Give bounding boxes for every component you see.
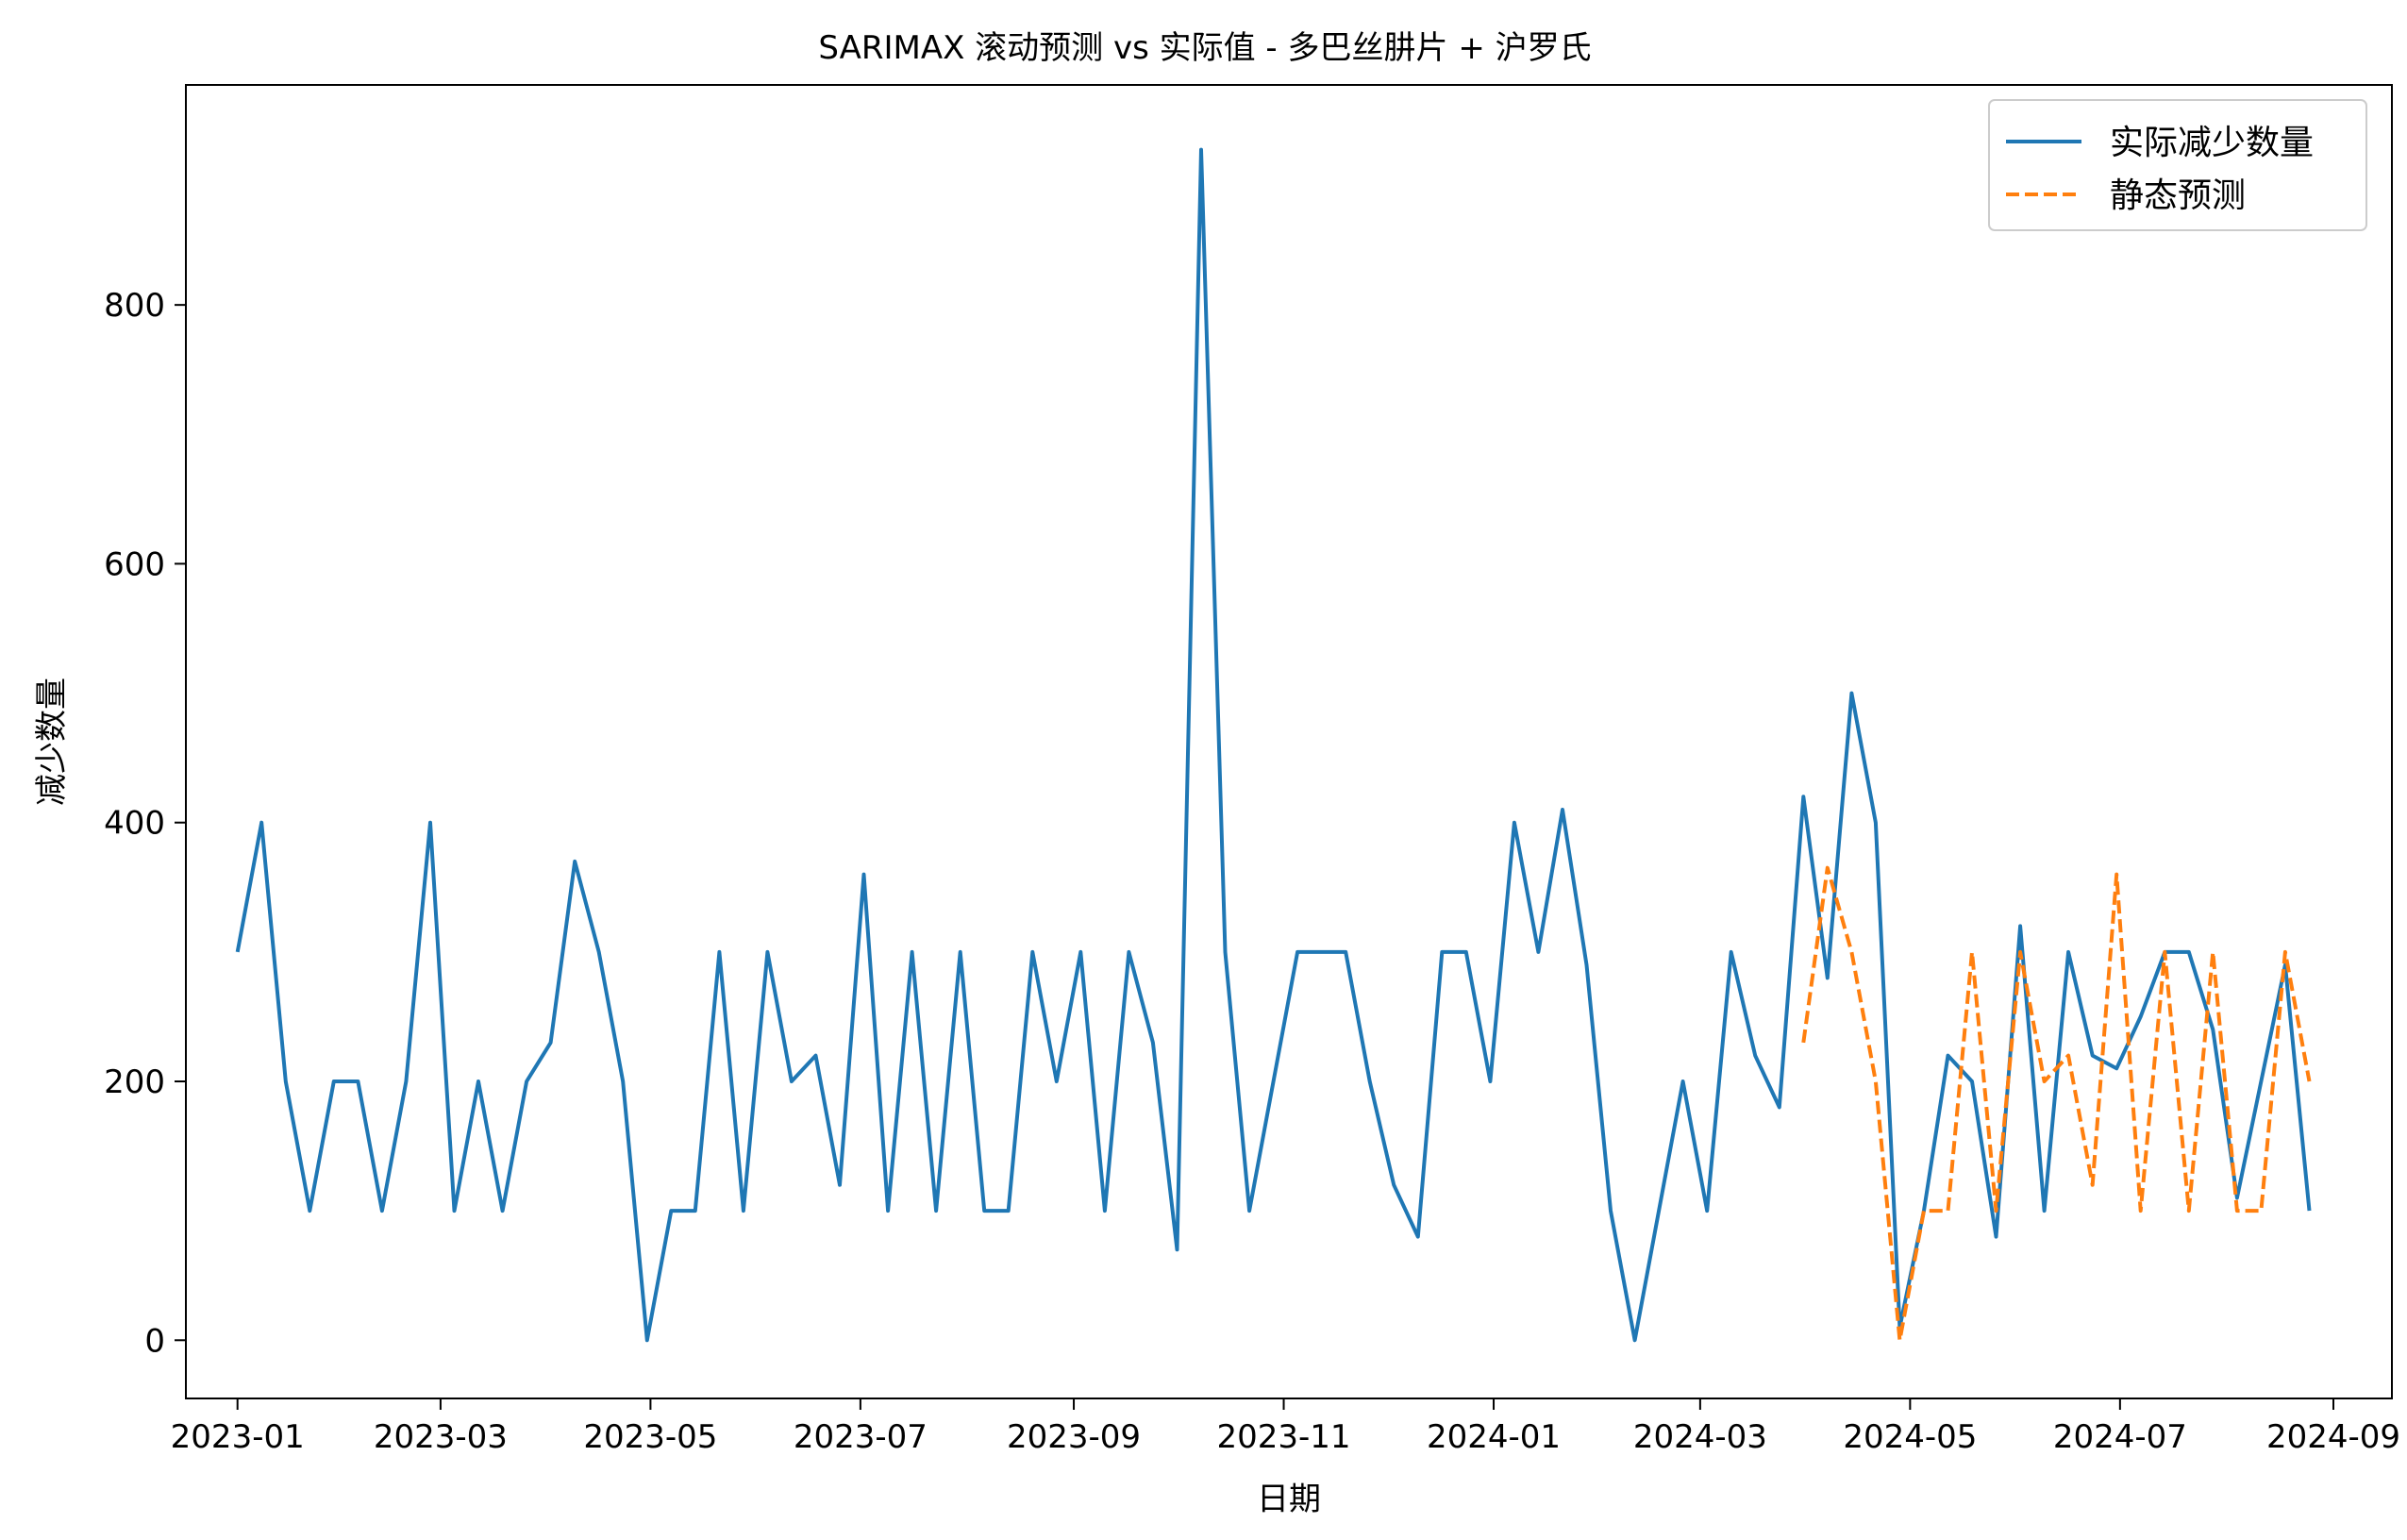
actual-series-line [235, 147, 2312, 1343]
x-tick-label: 2024-03 [1633, 1418, 1767, 1456]
y-tick-label: 400 [104, 805, 165, 843]
x-tick-label: 2023-09 [1007, 1418, 1141, 1456]
y-tick-label: 600 [104, 545, 165, 583]
x-tick-label: 2024-07 [2053, 1418, 2187, 1456]
y-tick-label: 200 [104, 1063, 165, 1101]
forecast-series-line [1801, 865, 2312, 1343]
chart-title: SARIMAX 滚动预测 vs 实际值 - 多巴丝肼片 + 沪罗氏 [818, 29, 1591, 67]
x-tick-label: 2023-01 [171, 1418, 305, 1456]
x-tick-label: 2023-03 [374, 1418, 508, 1456]
x-axis-label: 日期 [1257, 1481, 1321, 1518]
y-tick-label: 0 [144, 1322, 165, 1360]
x-tick-label: 2024-05 [1843, 1418, 1977, 1456]
x-tick-label: 2024-09 [2266, 1418, 2400, 1456]
y-tick-label: 800 [104, 287, 165, 325]
x-tick-label: 2023-05 [583, 1418, 717, 1456]
series-layer [235, 147, 2312, 1343]
y-axis: 0 200 400 600 800 [104, 287, 186, 1360]
legend-label: 实际减少数量 [2110, 124, 2314, 162]
legend-label: 静态预测 [2110, 176, 2246, 215]
x-tick-label: 2023-07 [794, 1418, 928, 1456]
plot-frame [185, 84, 2393, 1399]
x-axis: 2023-01 2023-03 2023-05 2023-07 2023-09 2023-… [171, 1398, 2400, 1456]
y-axis-label: 减少数量 [33, 678, 71, 806]
legend-box [1988, 99, 2367, 231]
x-tick-label: 2024-01 [1427, 1418, 1561, 1456]
x-tick-label: 2023-11 [1216, 1418, 1350, 1456]
